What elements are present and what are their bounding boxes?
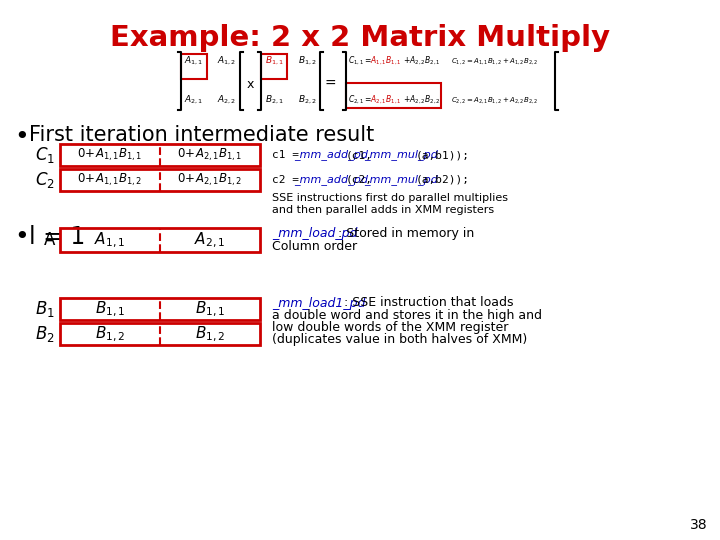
Text: $C_{2,2}=A_{2,1}B_{1,2}+A_{2,2}B_{2,2}$: $C_{2,2}=A_{2,1}B_{1,2}+A_{2,2}B_{2,2}$ — [451, 95, 539, 105]
Text: $B_{1,1}$: $B_{1,1}$ — [264, 55, 284, 67]
Text: $B_{1,1}$: $B_{1,1}$ — [95, 299, 125, 319]
Text: •: • — [14, 125, 29, 149]
Text: $A_{1,1}$: $A_{1,1}$ — [184, 55, 204, 67]
Text: $A_{1,2}$: $A_{1,2}$ — [217, 55, 237, 67]
Text: $C_2$: $C_2$ — [35, 170, 55, 190]
Text: (c2,: (c2, — [346, 175, 373, 185]
Text: $B_{1,2}$: $B_{1,2}$ — [195, 325, 225, 343]
Bar — [60, 323, 260, 345]
Bar — [60, 228, 260, 252]
Text: c1 =: c1 = — [272, 150, 306, 160]
Text: (c1,: (c1, — [346, 150, 373, 160]
Bar — [346, 83, 441, 108]
Text: : Stored in memory in: : Stored in memory in — [338, 227, 474, 240]
Text: $B_{2,1}$: $B_{2,1}$ — [264, 94, 284, 106]
Text: $A_{2,1}B_{1,1}$: $A_{2,1}B_{1,1}$ — [370, 94, 402, 106]
Text: $B_{1,2}$: $B_{1,2}$ — [95, 325, 125, 343]
Text: $B_{1,1}$: $B_{1,1}$ — [195, 299, 225, 319]
Text: $A_{2,1}$: $A_{2,1}$ — [194, 231, 225, 249]
Bar — [60, 144, 260, 166]
Text: $0\!+\!A_{2,1}B_{1,2}$: $0\!+\!A_{2,1}B_{1,2}$ — [177, 172, 243, 188]
Text: _mm_add_pd: _mm_add_pd — [294, 150, 368, 160]
Text: Example: 2 x 2 Matrix Multiply: Example: 2 x 2 Matrix Multiply — [110, 24, 610, 52]
Text: $B_{1,2}$: $B_{1,2}$ — [297, 55, 316, 67]
Text: •: • — [14, 225, 29, 249]
Text: $A_{2,1}$: $A_{2,1}$ — [184, 94, 204, 106]
Text: First iteration intermediate result: First iteration intermediate result — [29, 125, 374, 145]
Text: $+A_{2,2}B_{2,1}$: $+A_{2,2}B_{2,1}$ — [403, 55, 441, 67]
Text: $A_{1,1}$: $A_{1,1}$ — [94, 231, 125, 249]
Text: a double word and stores it in the high and: a double word and stores it in the high … — [272, 308, 542, 321]
Text: (duplicates value in both halves of XMM): (duplicates value in both halves of XMM) — [272, 333, 527, 346]
Bar — [60, 169, 260, 191]
Text: low double words of the XMM register: low double words of the XMM register — [272, 321, 508, 334]
Bar — [181, 54, 207, 79]
Text: x: x — [246, 78, 253, 91]
Text: _mm_mul_pd: _mm_mul_pd — [364, 150, 438, 160]
Text: $0\!+\!A_{2,1}B_{1,1}$: $0\!+\!A_{2,1}B_{1,1}$ — [177, 147, 243, 163]
Text: $A_{2,2}$: $A_{2,2}$ — [217, 94, 237, 106]
Bar — [60, 298, 260, 320]
Text: =: = — [324, 77, 336, 91]
Text: $C_{1,2}=A_{1,1}B_{1,2}+A_{1,2}B_{2,2}$: $C_{1,2}=A_{1,1}B_{1,2}+A_{1,2}B_{2,2}$ — [451, 56, 539, 66]
Text: _mm_load1_pd: _mm_load1_pd — [272, 296, 365, 309]
Text: Column order: Column order — [272, 240, 357, 253]
Text: $B_{2,2}$: $B_{2,2}$ — [297, 94, 316, 106]
Text: $0\!+\!A_{1,1}B_{1,2}$: $0\!+\!A_{1,1}B_{1,2}$ — [78, 172, 143, 188]
Text: l = 1: l = 1 — [29, 225, 85, 249]
Text: and then parallel adds in XMM registers: and then parallel adds in XMM registers — [272, 205, 494, 215]
Text: _mm_add_pd: _mm_add_pd — [294, 174, 368, 185]
Text: A: A — [44, 231, 55, 249]
Bar — [261, 54, 287, 79]
Text: $B_1$: $B_1$ — [35, 299, 55, 319]
Text: $0\!+\!A_{1,1}B_{1,1}$: $0\!+\!A_{1,1}B_{1,1}$ — [78, 147, 143, 163]
Text: : SSE instruction that loads: : SSE instruction that loads — [344, 296, 513, 309]
Text: $C_{1,1}=$: $C_{1,1}=$ — [348, 55, 372, 67]
Text: $B_2$: $B_2$ — [35, 324, 55, 344]
Text: $C_{2,1}=$: $C_{2,1}=$ — [348, 94, 372, 106]
Text: _mm_load_pd: _mm_load_pd — [272, 227, 357, 240]
Text: c2 =: c2 = — [272, 175, 306, 185]
Text: SSE instructions first do parallel multiplies: SSE instructions first do parallel multi… — [272, 193, 508, 203]
Text: (a,b2));: (a,b2)); — [416, 175, 470, 185]
Text: $A_{1,1}B_{1,1}$: $A_{1,1}B_{1,1}$ — [370, 55, 402, 67]
Text: 38: 38 — [690, 518, 708, 532]
Text: _mm_mul_pd: _mm_mul_pd — [364, 174, 438, 185]
Text: (a,b1));: (a,b1)); — [416, 150, 470, 160]
Text: $+A_{2,2}B_{2,2}$: $+A_{2,2}B_{2,2}$ — [403, 94, 441, 106]
Text: $C_1$: $C_1$ — [35, 145, 55, 165]
